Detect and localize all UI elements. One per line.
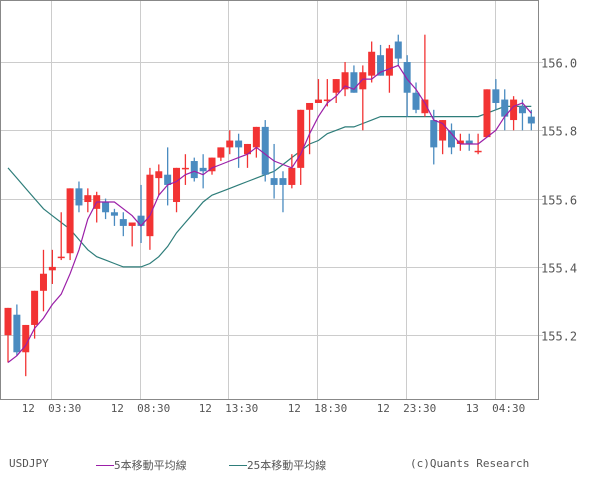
candle-down xyxy=(270,178,278,185)
candle-up xyxy=(22,324,30,353)
grid-lines xyxy=(1,1,543,399)
y-tick-label: 155.6 xyxy=(541,194,577,208)
candle-up xyxy=(208,157,216,172)
candle-up xyxy=(306,102,314,110)
candle-up xyxy=(456,140,464,144)
candle-up xyxy=(243,143,251,155)
x-tick-label: 12 13:30 xyxy=(199,402,259,415)
candle-down xyxy=(190,161,198,179)
candle-up xyxy=(31,290,39,325)
candle-up xyxy=(226,140,234,148)
candle-down xyxy=(448,130,455,148)
candle-down xyxy=(102,202,110,213)
candle-up xyxy=(57,256,65,259)
candle-down xyxy=(492,89,500,103)
y-tick-label: 156.0 xyxy=(541,57,577,71)
ma25-polyline xyxy=(7,105,532,268)
x-tick-label: 12 03:30 xyxy=(22,402,82,415)
candle-down xyxy=(527,116,535,124)
ma25-swatch xyxy=(229,464,247,466)
candle-down xyxy=(75,188,83,206)
candle-up xyxy=(66,188,74,254)
candle-up xyxy=(359,72,367,90)
legend-ma5: 5本移動平均線 xyxy=(96,457,187,473)
candle-up xyxy=(288,167,296,185)
candle-down xyxy=(137,215,145,226)
candle-up xyxy=(217,147,225,158)
candle-down xyxy=(261,126,269,175)
candle-up xyxy=(84,195,92,203)
candle-down xyxy=(235,140,243,148)
candle-down xyxy=(350,72,358,93)
candle-up xyxy=(474,150,482,153)
y-tick-label: 155.4 xyxy=(541,262,577,276)
x-tick-label: 12 08:30 xyxy=(111,402,171,415)
candle-up xyxy=(48,266,56,271)
plot-border xyxy=(0,0,539,400)
chart-footer: USDJPY 5本移動平均線 25本移動平均線 (c)Quants Resear… xyxy=(0,457,600,475)
candle-up xyxy=(146,174,154,237)
candle-up xyxy=(155,171,163,179)
ma5-line xyxy=(7,64,532,363)
symbol-label: USDJPY xyxy=(9,457,49,470)
y-tick-label: 155.2 xyxy=(541,330,577,344)
candle-down xyxy=(501,99,509,117)
candle-up xyxy=(39,273,47,291)
x-tick-label: 12 18:30 xyxy=(288,402,348,415)
candle-up xyxy=(252,126,260,148)
copyright-label: (c)Quants Research xyxy=(410,457,530,470)
candle-up xyxy=(128,222,136,226)
candle-down xyxy=(518,106,526,114)
candle-up xyxy=(483,89,491,138)
candle-down xyxy=(412,92,420,110)
candle-up xyxy=(332,79,340,93)
ma25-line xyxy=(7,105,532,268)
plot-frame xyxy=(0,0,539,400)
legend-ma5-label: 5本移動平均線 xyxy=(114,459,187,472)
y-axis: 155.2 155.4 155.6 155.8 156.0 xyxy=(541,57,577,344)
candle-up xyxy=(314,99,322,103)
candle-up xyxy=(385,48,393,76)
candle-down xyxy=(13,314,21,353)
legend-ma25: 25本移動平均線 xyxy=(229,457,326,473)
candle-down xyxy=(110,212,118,216)
candle-down xyxy=(279,178,287,185)
candles xyxy=(4,34,535,377)
x-tick-label: 13 04:30 xyxy=(466,402,526,415)
candle-up xyxy=(173,167,181,203)
candle-down xyxy=(403,62,411,93)
x-axis: 12 03:30 12 08:30 12 13:30 12 18:30 12 23:30… xyxy=(22,402,526,415)
candle-up xyxy=(510,99,518,121)
candle-up xyxy=(181,167,189,170)
candle-down xyxy=(430,120,438,148)
x-tick-label: 12 23:30 xyxy=(377,402,437,415)
ma5-swatch xyxy=(96,464,114,466)
ma5-polyline xyxy=(7,64,532,363)
candle-up xyxy=(421,99,429,114)
candle-down xyxy=(119,219,127,226)
candle-up xyxy=(368,51,376,76)
y-tick-label: 155.8 xyxy=(541,125,577,139)
candle-up xyxy=(297,109,305,168)
candle-down xyxy=(465,140,473,144)
legend-ma25-label: 25本移動平均線 xyxy=(247,459,327,472)
candle-down xyxy=(164,174,172,185)
candle-up xyxy=(4,307,12,336)
candle-up xyxy=(439,120,447,141)
candle-down xyxy=(377,55,385,76)
candle-down xyxy=(394,41,402,59)
candle-up xyxy=(341,72,349,90)
candle-up xyxy=(323,99,331,102)
candle-down xyxy=(199,167,207,172)
